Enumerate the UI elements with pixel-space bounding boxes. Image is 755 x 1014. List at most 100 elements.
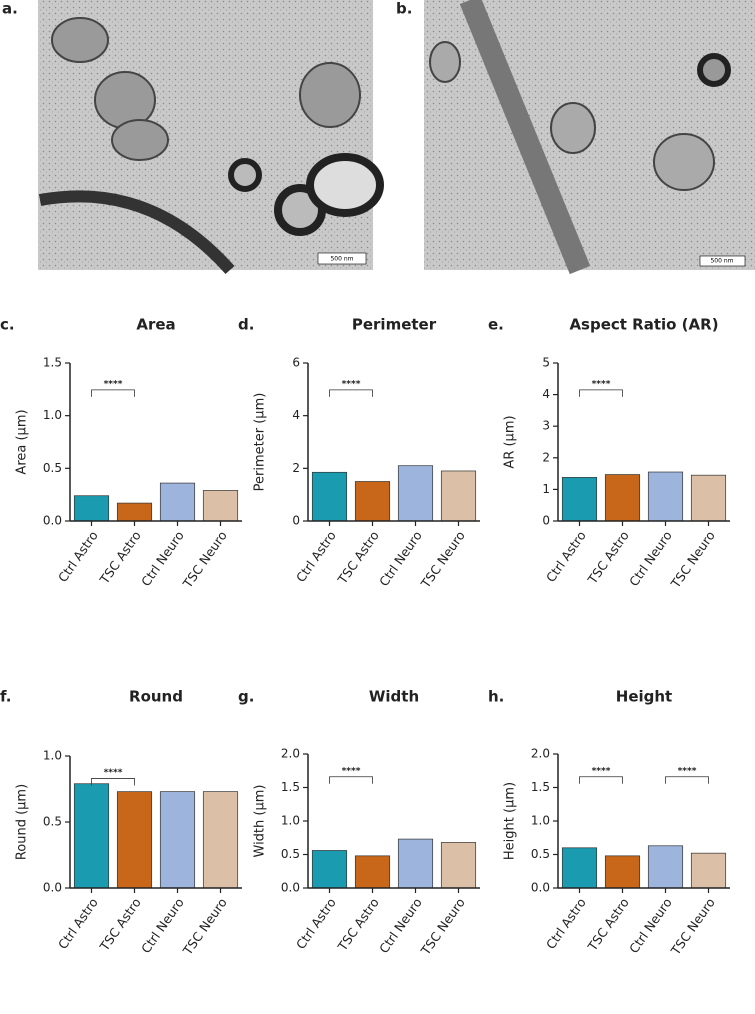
x-tick-label: TSC Astro	[96, 895, 144, 954]
bar	[159, 482, 196, 522]
x-tick-label: Ctrl Astro	[293, 528, 339, 585]
y-tick-label: 0.5	[531, 847, 550, 861]
y-tick-label: 2.0	[281, 747, 300, 761]
bar	[690, 474, 727, 522]
y-axis-label: Height (µm)	[503, 782, 518, 860]
x-tick-label: Ctrl Neuro	[376, 528, 425, 589]
y-tick-label: 1.5	[531, 780, 550, 794]
y-tick-label: 0.0	[43, 881, 62, 895]
bar	[647, 471, 684, 522]
x-tick-label: TSC Neuro	[417, 895, 468, 958]
x-tick-label: Ctrl Astro	[543, 895, 589, 952]
bar	[116, 502, 153, 522]
y-tick-label: 1.5	[281, 780, 300, 794]
x-tick-label: Ctrl Neuro	[626, 528, 675, 589]
bar	[647, 845, 684, 889]
x-tick-label: TSC Neuro	[179, 895, 230, 958]
bar	[604, 474, 641, 522]
x-tick-label: TSC Neuro	[667, 528, 718, 591]
bar	[561, 847, 598, 889]
micrograph	[424, 0, 755, 275]
y-tick-label: 2	[292, 461, 300, 475]
y-tick-label: 0.0	[531, 881, 550, 895]
y-axis-label: Width (µm)	[253, 785, 268, 858]
x-tick-label: Ctrl Astro	[55, 895, 101, 952]
bar	[116, 791, 153, 889]
bar	[440, 470, 477, 522]
x-tick-label: TSC Neuro	[667, 895, 718, 958]
x-tick-label: Ctrl Astro	[543, 528, 589, 585]
panel-label: h.	[488, 688, 504, 706]
y-tick-label: 2	[542, 450, 550, 464]
y-tick-label: 0	[542, 514, 550, 528]
y-tick-label: 0	[292, 514, 300, 528]
bar	[440, 842, 477, 889]
y-tick-label: 1.0	[43, 408, 62, 422]
y-tick-label: 1	[542, 482, 550, 496]
y-axis-label: Perimeter (µm)	[253, 393, 268, 492]
x-tick-label: TSC Astro	[584, 528, 632, 587]
bar	[159, 791, 196, 889]
chart-title: Width	[369, 688, 419, 706]
y-tick-label: 1.0	[281, 814, 300, 828]
x-tick-label: TSC Astro	[334, 528, 382, 587]
y-tick-label: 6	[292, 356, 300, 370]
scale-bar-label: 500 nm	[710, 258, 733, 265]
bar	[202, 490, 239, 522]
panel-label: a.	[2, 0, 18, 18]
x-tick-label: Ctrl Neuro	[376, 895, 425, 956]
chart-title: Height	[616, 688, 672, 706]
significance-label: ****	[342, 766, 361, 776]
panel-label: e.	[488, 316, 504, 334]
bar	[354, 481, 391, 522]
bar	[397, 838, 434, 889]
significance-label: ****	[104, 768, 123, 778]
y-tick-label: 0.0	[281, 881, 300, 895]
y-axis-label: Round (µm)	[15, 784, 30, 860]
x-tick-label: Ctrl Neuro	[138, 528, 187, 589]
significance-bracket	[91, 778, 135, 786]
panel-label: d.	[238, 316, 254, 334]
bar	[354, 855, 391, 889]
y-tick-label: 1.0	[531, 814, 550, 828]
bar	[561, 477, 598, 522]
bar	[73, 783, 110, 889]
chart-title: Area	[136, 316, 175, 334]
panel-label: g.	[238, 688, 254, 706]
scale-bar-label: 500 nm	[330, 256, 353, 263]
y-tick-label: 4	[542, 387, 550, 401]
y-tick-label: 0.5	[43, 461, 62, 475]
chart-title: Aspect Ratio (AR)	[569, 316, 718, 334]
x-tick-label: TSC Neuro	[417, 528, 468, 591]
y-tick-label: 4	[292, 408, 300, 422]
bar	[311, 850, 348, 889]
chart-title: Round	[129, 688, 183, 706]
y-axis-label: Area (µm)	[15, 409, 30, 474]
significance-bracket	[665, 776, 709, 784]
y-tick-label: 1.0	[43, 749, 62, 763]
y-tick-label: 1.5	[43, 356, 62, 370]
x-tick-label: Ctrl Neuro	[626, 895, 675, 956]
significance-bracket	[329, 389, 373, 397]
x-tick-label: TSC Astro	[584, 895, 632, 954]
y-tick-label: 5	[542, 356, 550, 370]
y-tick-label: 0.5	[281, 847, 300, 861]
panel-label: c.	[0, 316, 15, 334]
significance-bracket	[91, 389, 135, 397]
y-axis-label: AR (µm)	[503, 415, 518, 468]
y-tick-label: 2.0	[531, 747, 550, 761]
panel-label: f.	[0, 688, 11, 706]
x-tick-label: TSC Astro	[96, 528, 144, 587]
significance-bracket	[329, 776, 373, 784]
x-tick-label: Ctrl Astro	[55, 528, 101, 585]
significance-bracket	[579, 389, 623, 397]
significance-label: ****	[342, 379, 361, 389]
significance-bracket	[579, 776, 623, 784]
significance-label: ****	[104, 379, 123, 389]
y-tick-label: 0.5	[43, 815, 62, 829]
x-tick-label: Ctrl Neuro	[138, 895, 187, 956]
chart-title: Perimeter	[352, 316, 437, 334]
micrograph	[38, 0, 384, 274]
bar	[604, 855, 641, 889]
